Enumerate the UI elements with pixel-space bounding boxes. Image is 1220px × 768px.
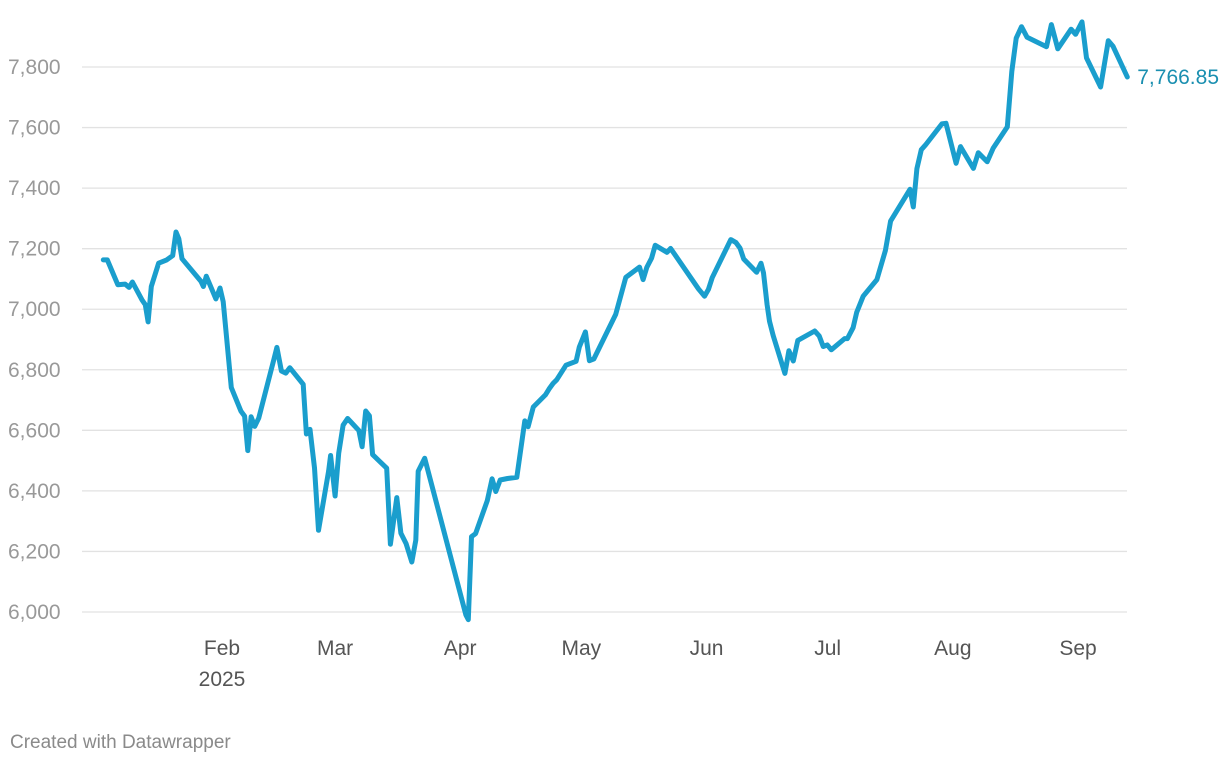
x-tick-label-jul: Jul [814, 637, 841, 660]
x-tick-label-jun: Jun [690, 637, 724, 660]
y-tick-label-6200: 6,200 [8, 540, 61, 563]
y-tick-label-6400: 6,400 [8, 480, 61, 503]
x-tick-label-mar: Mar [317, 637, 353, 660]
y-tick-label-7600: 7,600 [8, 117, 61, 140]
y-tick-label-6000: 6,000 [8, 601, 61, 624]
y-tick-label-6600: 6,600 [8, 419, 61, 442]
end-value-label: 7,766.85 [1137, 66, 1219, 89]
gridlines [82, 66, 1127, 613]
y-tick-label-6800: 6,800 [8, 359, 61, 382]
x-tick-label-aug: Aug [934, 637, 971, 660]
x-tick-label-feb: Feb [204, 637, 240, 660]
y-axis-labels: 6,000 6,200 6,400 6,600 6,800 7,000 7,200 7,400… [8, 56, 61, 624]
x-axis-labels: Feb 2025 Mar Apr May Jun Jul Aug Sep [199, 637, 1097, 691]
x-tick-sublabel-year: 2025 [199, 668, 246, 691]
x-tick-label-apr: Apr [444, 637, 477, 660]
y-tick-label-7400: 7,400 [8, 177, 61, 200]
y-tick-label-7200: 7,200 [8, 238, 61, 261]
y-tick-label-7000: 7,000 [8, 298, 61, 321]
x-tick-label-sep: Sep [1059, 637, 1096, 660]
x-tick-label-may: May [562, 637, 602, 660]
datawrapper-credit: Created with Datawrapper [10, 732, 231, 753]
y-tick-label-7800: 7,800 [8, 56, 61, 79]
series-line-index [100, 19, 1130, 623]
